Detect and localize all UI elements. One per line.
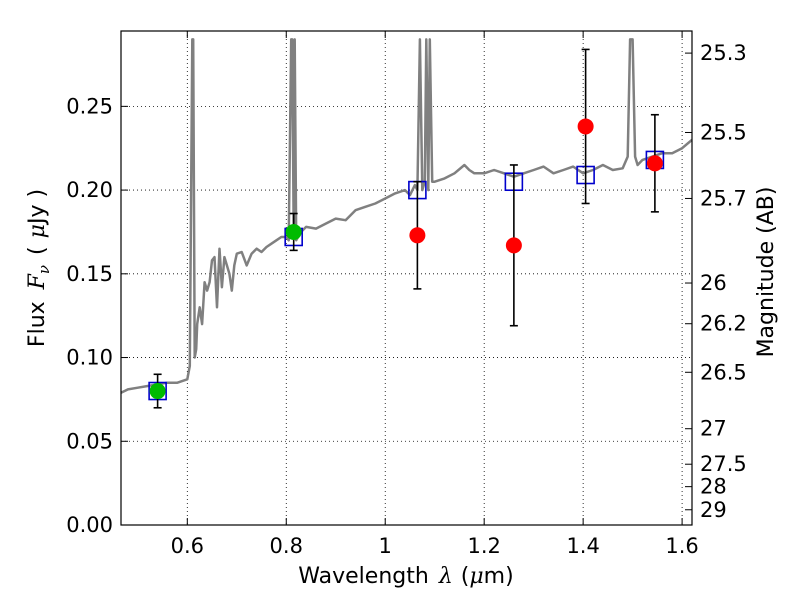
x-axis-unit-mu: μ — [469, 564, 483, 589]
x-axis-unit-open: ( — [461, 564, 470, 589]
plot-background — [121, 31, 692, 525]
x-tick-label: 1.6 — [665, 534, 698, 558]
ticks-layer: 0.6 0.8 1 1.2 1.4 1.6 0.00 0.05 0.10 0.15 0.20 0.25… — [66, 31, 747, 558]
y2-tick-label: 26.5 — [700, 360, 747, 384]
y-axis-unit-mu: μ — [25, 224, 50, 238]
model-spectrum-line — [121, 38, 692, 394]
y-axis-unit-open: ( — [25, 246, 50, 255]
y2-tick-label: 25.3 — [700, 41, 747, 65]
x-tick-label: 1 — [379, 534, 392, 558]
observed-green-point — [149, 383, 166, 400]
y2-tick-label: 27.5 — [700, 452, 747, 476]
y2-tick-label: 26 — [700, 271, 727, 295]
x-axis-title: Wavelength λ (μm) — [298, 564, 513, 589]
y-axis-subscript: ν — [35, 265, 53, 274]
y-axis-title-text: Flux — [25, 301, 50, 347]
x-tick-label: 1.2 — [467, 534, 500, 558]
observed-green-point — [285, 223, 302, 240]
y2-tick-label: 29 — [700, 498, 727, 522]
observed-red-point — [409, 227, 426, 244]
x-tick-label: 1.4 — [566, 534, 599, 558]
y-tick-label: 0.10 — [66, 346, 113, 370]
x-tick-label: 0.6 — [171, 534, 204, 558]
observed-red-point — [646, 155, 663, 172]
y2-tick-label: 26.2 — [700, 312, 747, 336]
y-tick-label: 0.05 — [66, 429, 113, 453]
plot-frame — [120, 30, 693, 526]
y2-axis-title: Magnitude (AB) — [754, 187, 779, 358]
y-tick-label: 0.20 — [66, 178, 113, 202]
y2-tick-label: 27 — [700, 417, 727, 441]
y-tick-label: 0.25 — [66, 94, 113, 118]
y2-tick-label: 28 — [700, 475, 727, 499]
x-tick-label: 0.8 — [270, 534, 303, 558]
observed-red-point — [577, 118, 594, 135]
y-axis-unit-rest: Jy ) — [25, 189, 50, 226]
data-layer — [121, 38, 692, 409]
x-axis-title-text: Wavelength — [298, 564, 429, 589]
y-axis-title: Flux Fν ( μJy ) — [25, 189, 53, 347]
y2-tick-label: 25.7 — [700, 186, 747, 210]
y-axis-symbol: F — [25, 273, 50, 290]
y2-tick-label: 25.5 — [700, 120, 747, 144]
y-tick-label: 0.00 — [66, 513, 113, 537]
observed-red-point — [505, 237, 522, 254]
x-axis-unit-rest: m) — [484, 564, 514, 589]
x-axis-symbol: λ — [438, 564, 453, 589]
y-tick-label: 0.15 — [66, 262, 113, 286]
